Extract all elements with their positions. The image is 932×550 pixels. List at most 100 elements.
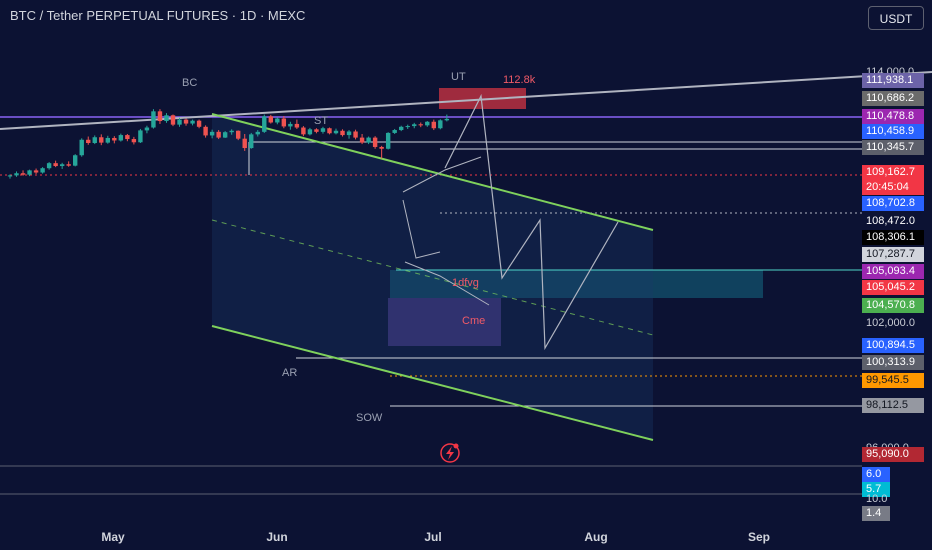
candle	[333, 128, 339, 135]
countdown-label: 20:45:04	[862, 180, 924, 195]
candle-body	[27, 170, 32, 175]
annotation-sow: SOW	[356, 412, 383, 424]
candle	[385, 132, 391, 150]
time-tick-may: May	[101, 530, 125, 544]
candle	[281, 116, 287, 129]
annotation-st: ST	[314, 115, 329, 127]
candle	[222, 131, 228, 138]
candle	[301, 126, 306, 137]
candle	[190, 119, 195, 126]
candle	[438, 119, 443, 130]
annotation-bc: BC	[182, 77, 198, 89]
candle	[418, 122, 423, 128]
projection-path-4	[402, 199, 441, 259]
indicator-label: 10.0	[866, 493, 888, 505]
chart-title: BTC / Tether PERPETUAL FUTURES · 1D · ME…	[10, 8, 306, 23]
candle-body	[346, 131, 352, 136]
candle-body	[151, 111, 156, 128]
candle	[294, 119, 300, 129]
candle	[268, 114, 273, 124]
indicator-label: 1.4	[862, 506, 890, 521]
candle-body	[138, 130, 143, 143]
candle	[405, 124, 410, 129]
candle-body	[281, 118, 287, 127]
candle-body	[190, 120, 195, 124]
candle-body	[53, 163, 58, 167]
candle	[170, 114, 176, 127]
candle	[112, 136, 117, 144]
candle	[105, 135, 110, 144]
price-label: 104,570.8	[862, 298, 924, 313]
candle	[327, 127, 332, 135]
price-label: 100,894.5	[862, 338, 924, 353]
price-label: 110,478.8	[862, 109, 924, 124]
candle-body	[275, 118, 280, 123]
candle	[131, 136, 137, 145]
channel-bottom-line	[211, 325, 654, 441]
candle-body	[242, 138, 247, 149]
candle	[275, 117, 280, 125]
candle	[340, 129, 345, 137]
candle-body	[333, 130, 339, 134]
candle	[236, 130, 241, 141]
candle-body	[366, 137, 371, 143]
candle-body	[222, 132, 228, 138]
candle	[86, 136, 91, 145]
candle-body	[262, 116, 267, 132]
candle	[20, 170, 26, 176]
price-label: 98,112.5	[862, 398, 924, 413]
candle-body	[327, 128, 332, 134]
annotation-ar: AR	[282, 367, 298, 379]
candle-body	[112, 137, 117, 141]
candle-body	[170, 115, 176, 125]
candle	[320, 126, 326, 134]
projection-path-3	[404, 261, 490, 306]
candle	[359, 134, 365, 145]
candle	[59, 162, 65, 169]
annotation-fvg: 1dfvg	[452, 277, 479, 289]
candle-body	[425, 121, 430, 126]
candle	[242, 134, 247, 151]
candle	[7, 174, 13, 179]
candle-body	[92, 137, 97, 143]
candle	[209, 129, 215, 139]
candle-body	[314, 129, 319, 132]
candle-body	[320, 128, 326, 132]
candle	[92, 135, 97, 145]
annotation-ut: UT	[451, 71, 466, 83]
indicator-label: 6.0	[862, 467, 890, 482]
candles-group	[7, 109, 450, 179]
candle-body	[385, 132, 391, 149]
candle	[144, 125, 150, 134]
candle	[372, 136, 378, 149]
candle-body	[405, 126, 410, 128]
candle-body	[14, 173, 19, 176]
price-label: 102,000.0	[866, 317, 915, 329]
channel-fill	[212, 114, 653, 440]
candle	[79, 138, 84, 157]
candle-body	[164, 115, 169, 122]
candle-body	[431, 121, 436, 129]
candle-body	[7, 175, 13, 177]
candle	[307, 127, 313, 136]
candle	[14, 171, 19, 177]
price-label: 110,686.2	[862, 91, 924, 106]
time-axis[interactable]: May Jun Jul Aug Sep	[0, 520, 862, 550]
candle-body	[99, 137, 104, 143]
candle	[27, 169, 32, 177]
candle	[288, 121, 293, 130]
candle-body	[203, 126, 208, 136]
candle-body	[86, 139, 91, 143]
price-label: 111,938.1	[862, 73, 924, 88]
candle-body	[353, 131, 358, 138]
candle-body	[20, 173, 26, 175]
lightning-icon[interactable]	[440, 443, 460, 463]
price-axis[interactable]: 114,000.0 111,938.1 110,686.2 110,478.8 …	[862, 0, 932, 521]
candle	[33, 168, 39, 174]
candle-body	[379, 146, 384, 149]
price-label: 109,162.7	[862, 165, 924, 180]
candle	[66, 161, 71, 167]
currency-button[interactable]: USDT	[868, 6, 924, 30]
price-label: 95,090.0	[862, 447, 924, 462]
